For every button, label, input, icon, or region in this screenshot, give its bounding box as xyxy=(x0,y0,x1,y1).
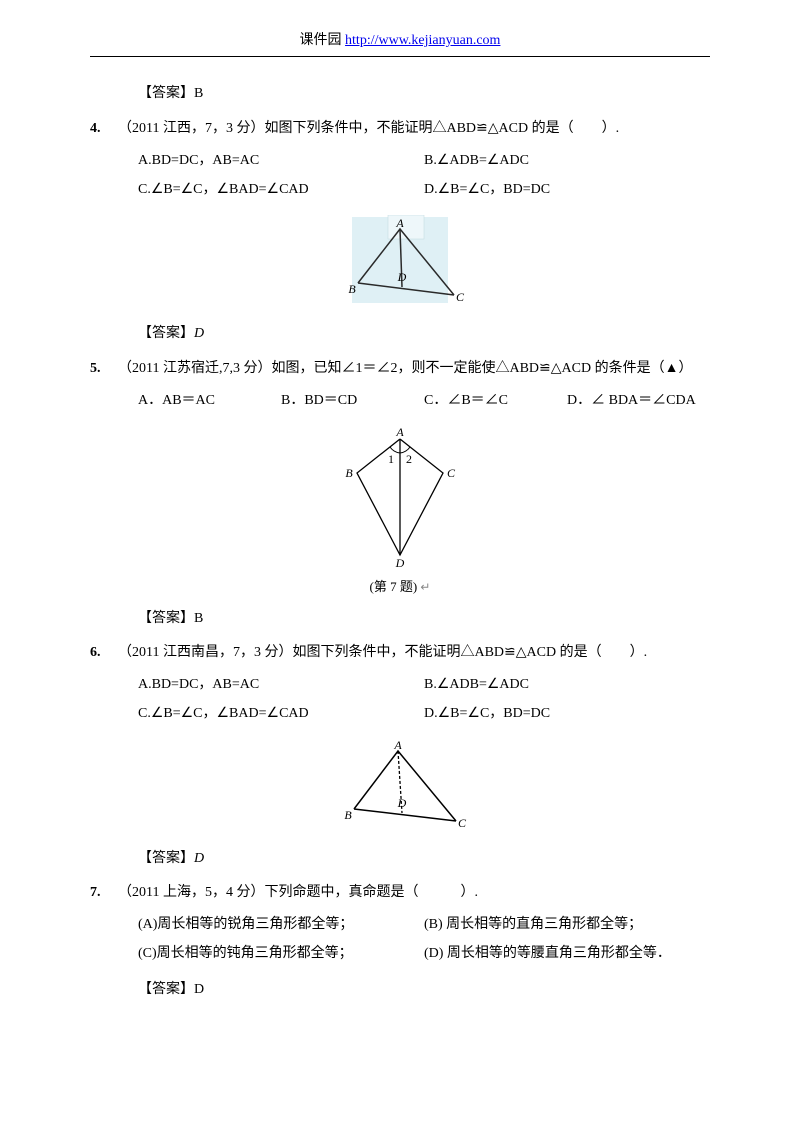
svg-text:C: C xyxy=(447,466,456,480)
q5-optB: B．BD＝CD xyxy=(281,390,424,412)
svg-text:D: D xyxy=(397,270,407,284)
q4-options: A.BD=DC，AB=AC B.∠ADB=∠ADC C.∠B=∠C，∠BAD=∠… xyxy=(138,150,710,207)
q7-optC: (C)周长相等的钝角三角形都全等； xyxy=(138,943,424,965)
q4-answer: 【答案】D xyxy=(138,323,710,345)
q5-number: 5. xyxy=(90,358,118,380)
q7-optB: (B) 周长相等的直角三角形都全等； xyxy=(424,914,710,936)
q7: 7. （2011 上海，5，4 分）下列命题中，真命题是（ ）. xyxy=(90,882,710,904)
svg-text:C: C xyxy=(458,816,467,829)
q4-stem: （2011 江西，7，3 分）如图下列条件中，不能证明△ABD≌△ACD 的是（… xyxy=(118,118,710,140)
q5-optC: C．∠B＝∠C xyxy=(424,390,567,412)
q7-optD: (D) 周长相等的等腰直角三角形都全等． xyxy=(424,943,710,965)
svg-text:B: B xyxy=(345,466,353,480)
q4-optB: B.∠ADB=∠ADC xyxy=(424,150,710,172)
svg-text:D: D xyxy=(397,796,407,810)
page-header: 课件园 http://www.kejianyuan.com xyxy=(90,30,710,57)
q6-optD: D.∠B=∠C，BD=DC xyxy=(424,703,710,725)
q4: 4. （2011 江西，7，3 分）如图下列条件中，不能证明△ABD≌△ACD … xyxy=(90,118,710,140)
q7-answer: 【答案】D xyxy=(138,979,710,1001)
q5-optD: D．∠ BDA＝∠CDA xyxy=(567,390,710,412)
q7-options: (A)周长相等的锐角三角形都全等； (B) 周长相等的直角三角形都全等； (C)… xyxy=(138,914,710,971)
q5-options: A．AB＝AC B．BD＝CD C．∠B＝∠C D．∠ BDA＝∠CDA xyxy=(138,390,710,418)
q7-number: 7. xyxy=(90,882,118,904)
svg-text:C: C xyxy=(456,290,465,304)
q6-answer: 【答案】D xyxy=(138,848,710,870)
svg-text:A: A xyxy=(395,216,404,230)
svg-text:B: B xyxy=(348,282,356,296)
q6: 6. （2011 江西南昌，7，3 分）如图下列条件中，不能证明△ABD≌△AC… xyxy=(90,642,710,664)
q4-optA: A.BD=DC，AB=AC xyxy=(138,150,424,172)
svg-text:2: 2 xyxy=(406,452,412,466)
q6-number: 6. xyxy=(90,642,118,664)
q6-stem: （2011 江西南昌，7，3 分）如图下列条件中，不能证明△ABD≌△ACD 的… xyxy=(118,642,710,664)
q3-answer: 【答案】B xyxy=(138,83,710,105)
svg-text:A: A xyxy=(395,427,404,439)
header-link[interactable]: http://www.kejianyuan.com xyxy=(345,33,500,48)
q6-optA: A.BD=DC，AB=AC xyxy=(138,674,424,696)
q6-options: A.BD=DC，AB=AC B.∠ADB=∠ADC C.∠B=∠C，∠BAD=∠… xyxy=(138,674,710,731)
svg-text:B: B xyxy=(344,808,352,822)
q4-number: 4. xyxy=(90,118,118,140)
q5-optA: A．AB＝AC xyxy=(138,390,281,412)
q7-stem: （2011 上海，5，4 分）下列命题中，真命题是（ ）. xyxy=(118,882,710,904)
svg-text:A: A xyxy=(393,739,402,752)
header-prefix: 课件园 xyxy=(300,33,346,48)
q6-optB: B.∠ADB=∠ADC xyxy=(424,674,710,696)
svg-text:1: 1 xyxy=(388,452,394,466)
q4-optC: C.∠B=∠C，∠BAD=∠CAD xyxy=(138,179,424,201)
svg-text:D: D xyxy=(395,556,405,567)
q6-optC: C.∠B=∠C，∠BAD=∠CAD xyxy=(138,703,424,725)
q6-figure: A B C D xyxy=(90,739,710,837)
q4-optD: D.∠B=∠C，BD=DC xyxy=(424,179,710,201)
q5-caption: (第 7 题) ↵ xyxy=(90,577,710,598)
q5-stem: （2011 江苏宿迁,7,3 分）如图，已知∠1＝∠2，则不一定能使△ABD≌△… xyxy=(118,358,710,380)
q7-optA: (A)周长相等的锐角三角形都全等； xyxy=(138,914,424,936)
q5-answer: 【答案】B xyxy=(138,608,710,630)
q4-figure: A B C D xyxy=(90,215,710,313)
q5-figure: A B C D 1 2 (第 7 题) ↵ xyxy=(90,427,710,598)
q5: 5. （2011 江苏宿迁,7,3 分）如图，已知∠1＝∠2，则不一定能使△AB… xyxy=(90,358,710,380)
